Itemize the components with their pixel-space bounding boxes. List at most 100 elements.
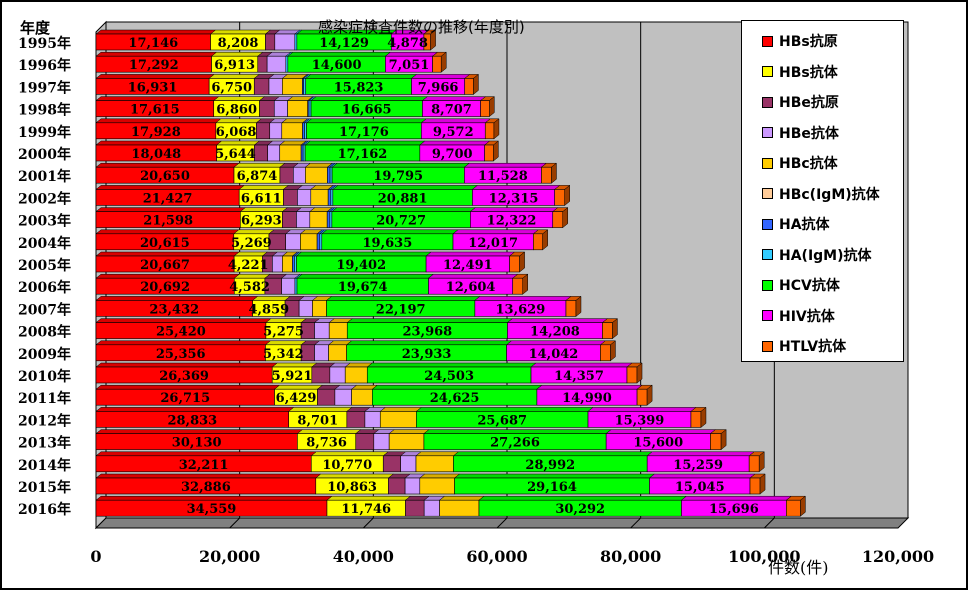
bar-top-face (95, 162, 240, 168)
bar-top-face (233, 251, 269, 257)
data-label: 6,068 (216, 125, 257, 140)
data-label: 17,162 (338, 147, 388, 162)
bar-top-face (95, 29, 217, 35)
legend-label: HBs抗体 (779, 64, 838, 81)
data-label: 22,197 (376, 302, 426, 317)
data-label: 5,921 (272, 369, 313, 384)
data-label: 26,369 (159, 369, 209, 384)
bar-top-face (474, 296, 572, 301)
data-label: 14,990 (562, 391, 612, 406)
bar-top-face (453, 473, 656, 479)
bar-top-face (95, 74, 215, 79)
bar-top-face (95, 384, 281, 390)
bar-top-face (415, 451, 460, 457)
data-label: 15,823 (334, 80, 384, 95)
legend-swatch (762, 340, 773, 352)
y-tick-label: 1999年 (18, 124, 71, 141)
bar-end-face (522, 273, 528, 295)
bar-end-face (646, 384, 653, 406)
bar-segment (554, 189, 566, 206)
legend-swatch (762, 218, 773, 230)
bar-segment (379, 411, 417, 428)
bar-top-face (438, 495, 485, 501)
legend-item: HBs抗体 (762, 62, 838, 82)
bar-top-face (95, 451, 317, 457)
bar-segment (300, 233, 318, 251)
bar-segment (329, 211, 333, 228)
bar-segment (552, 211, 564, 228)
data-label: 6,874 (237, 169, 278, 184)
bar-segment (388, 433, 425, 450)
y-tick-label: 1995年 (18, 35, 71, 52)
bar-segment (296, 211, 311, 228)
bar-segment (415, 455, 454, 473)
bar-top-face (95, 473, 322, 479)
data-label: 14,208 (530, 325, 580, 340)
bar-top-face (379, 407, 423, 412)
bar-segment (254, 144, 269, 162)
bar-segment (432, 55, 442, 73)
bar-segment (281, 277, 296, 295)
data-label: 10,863 (327, 480, 377, 495)
bar-top-face (680, 495, 793, 501)
bar-segment (509, 255, 520, 273)
bar-top-face (415, 407, 594, 412)
bar-segment (351, 388, 373, 406)
bar-top-face (310, 451, 389, 457)
y-tick-label: 2006年 (18, 279, 71, 296)
bar-top-face (648, 473, 756, 479)
data-label: 12,315 (489, 191, 539, 206)
bar-top-face (427, 273, 519, 279)
bar-top-face (505, 340, 607, 346)
legend-label: HBs抗原 (779, 34, 838, 50)
bar-segment (327, 166, 331, 184)
legend-item: HBe抗体 (762, 123, 839, 143)
bar-top-face (95, 207, 247, 212)
bar-segment (267, 144, 281, 162)
data-label: 6,750 (211, 80, 252, 95)
data-label: 6,293 (241, 214, 282, 229)
data-label: 15,399 (615, 413, 665, 428)
data-label: 8,208 (218, 36, 259, 51)
data-label: 15,696 (709, 502, 759, 517)
bar-top-face (95, 429, 304, 434)
data-label: 17,615 (130, 103, 180, 118)
bar-segment (419, 477, 455, 495)
data-label: 14,600 (312, 58, 362, 73)
bar-segment (253, 78, 270, 95)
legend-item: HBs抗原 (762, 31, 838, 51)
data-label: 20,692 (140, 280, 190, 295)
bar-top-face (345, 340, 513, 346)
bar-end-face (759, 473, 766, 495)
bar-segment (292, 255, 295, 273)
bar-segment (311, 366, 331, 384)
bar-segment (636, 388, 648, 406)
bar-segment (327, 189, 332, 206)
data-label: 15,259 (673, 458, 723, 473)
data-label: 12,322 (487, 214, 537, 229)
x-tick-label: 80,000 (600, 547, 661, 566)
bar-segment (748, 455, 760, 473)
bar-top-face (264, 340, 307, 346)
bar-top-face (478, 495, 688, 501)
data-label: 7,051 (389, 58, 430, 73)
bar-segment (373, 433, 390, 450)
bar-segment (314, 344, 329, 362)
legend-swatch (762, 188, 773, 199)
bar-segment (300, 144, 304, 162)
data-label: 6,860 (216, 103, 257, 118)
data-label: 21,427 (143, 191, 193, 206)
bar-segment (464, 78, 474, 95)
bar-segment (400, 455, 417, 473)
data-label: 17,292 (129, 58, 179, 73)
bar-top-face (587, 407, 697, 412)
data-label: 5,275 (263, 325, 304, 340)
bar-top-face (95, 362, 278, 368)
y-tick-label: 2004年 (18, 235, 71, 252)
bar-end-face (800, 495, 806, 517)
data-label: 32,211 (179, 458, 229, 473)
data-label: 8,701 (297, 413, 338, 428)
bar-end-face (564, 184, 570, 206)
data-label: 25,687 (477, 413, 527, 428)
bar-top-face (213, 96, 266, 101)
